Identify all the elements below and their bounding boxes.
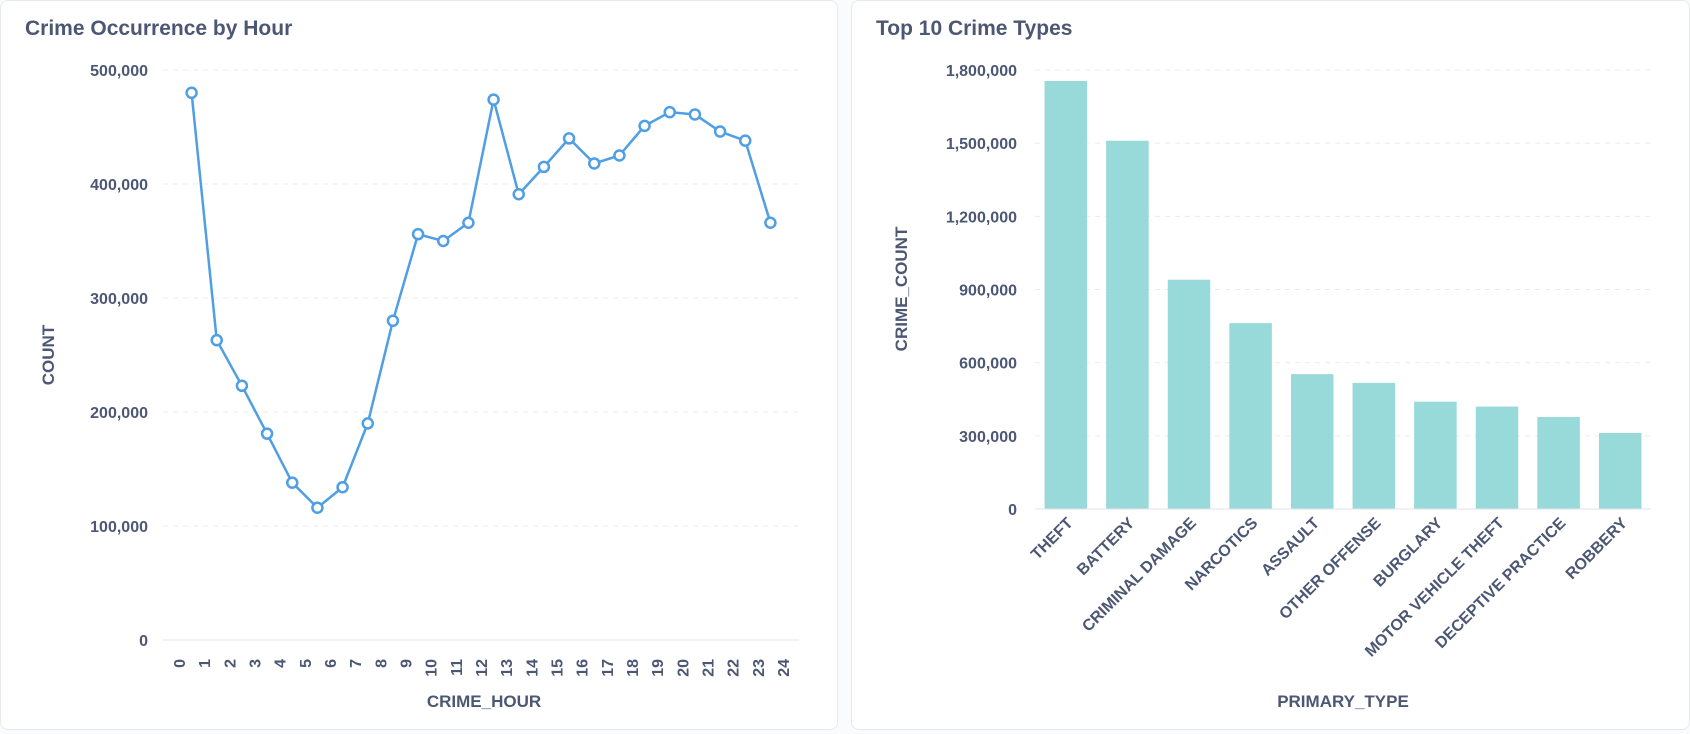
x-tick-label: 8	[373, 659, 390, 668]
data-point[interactable]	[739, 134, 752, 147]
data-point[interactable]	[613, 149, 626, 162]
data-point[interactable]	[764, 216, 777, 230]
y-tick-label: 900,000	[959, 283, 1017, 300]
bar-chart: 0 300,000 600,000 900,000 1,200,000 1,500,000…	[892, 63, 1651, 711]
data-point[interactable]	[185, 86, 198, 100]
x-tick-label: 2	[222, 659, 239, 668]
x-tick-label: 10	[424, 659, 441, 677]
bar[interactable]	[1537, 417, 1580, 509]
y-tick-label: 1,500,000	[946, 136, 1017, 153]
x-tick-label: ROBBERY	[1563, 515, 1631, 583]
data-point[interactable]	[462, 216, 475, 230]
data-point[interactable]	[286, 476, 299, 489]
data-point[interactable]	[411, 227, 425, 241]
data-point[interactable]	[210, 333, 223, 347]
bar[interactable]	[1352, 382, 1396, 509]
x-tick-label: 16	[575, 659, 592, 677]
x-tick-label: 0	[172, 659, 189, 668]
x-tick-label: 1	[197, 659, 214, 668]
data-point[interactable]	[311, 501, 324, 515]
bar[interactable]	[1229, 323, 1272, 509]
y-tick-label: 200,000	[90, 405, 148, 422]
x-tick-label: 17	[600, 659, 617, 677]
y-tick-label: 1,200,000	[946, 209, 1017, 226]
bar[interactable]	[1106, 140, 1149, 509]
y-tick-label: 0	[1008, 502, 1017, 519]
x-tick-label: 12	[474, 659, 491, 677]
line-chart-card: Crime Occurrence by Hour 0 100,000 200,000…	[0, 0, 838, 730]
y-tick-label: 1,800,000	[946, 63, 1017, 80]
x-tick-label: BATTERY	[1074, 515, 1138, 579]
x-tick-label: ASSAULT	[1258, 515, 1323, 580]
y-tick-label: 300,000	[959, 429, 1017, 446]
data-point[interactable]	[537, 160, 551, 174]
data-point[interactable]	[688, 108, 702, 121]
y-tick-label: 100,000	[90, 519, 148, 536]
data-point[interactable]	[361, 417, 374, 430]
y-axis-title: CRIME_COUNT	[892, 226, 911, 351]
x-tick-label: 19	[650, 659, 667, 677]
data-point[interactable]	[588, 157, 601, 170]
x-tick-label: 20	[675, 659, 692, 677]
bar[interactable]	[1044, 80, 1088, 509]
bar[interactable]	[1414, 401, 1457, 509]
x-tick-label: 21	[701, 659, 718, 677]
x-tick-label: 13	[499, 659, 516, 677]
bar[interactable]	[1598, 432, 1642, 509]
chart-title[interactable]: Crime Occurrence by Hour	[25, 17, 293, 40]
y-tick-label: 500,000	[90, 63, 148, 80]
x-axis-title: PRIMARY_TYPE	[1277, 692, 1409, 711]
y-tick-label: 0	[139, 633, 148, 650]
chart-title[interactable]: Top 10 Crime Types	[876, 17, 1073, 40]
bar[interactable]	[1290, 374, 1334, 509]
x-tick-label: DECEPTIVE PRACTICE	[1432, 515, 1569, 652]
x-tick-label: OTHER OFFENSE	[1276, 515, 1384, 623]
x-tick-label: 5	[298, 659, 315, 668]
x-tick-label: CRIMINAL DAMAGE	[1079, 515, 1200, 636]
y-tick-label: 300,000	[90, 291, 148, 308]
data-point[interactable]	[437, 234, 450, 248]
data-point[interactable]	[235, 379, 249, 393]
x-tick-label: 9	[399, 659, 416, 668]
data-point[interactable]	[638, 119, 651, 133]
series-line	[190, 92, 772, 510]
x-tick-label: 7	[348, 659, 365, 668]
x-tick-label: 22	[726, 659, 743, 677]
x-tick-label: 11	[449, 659, 466, 676]
y-tick-label: 600,000	[959, 356, 1017, 373]
x-axis-title: CRIME_HOUR	[427, 692, 541, 711]
bar-chart-card: Top 10 Crime Types 0 300,000 600,000 900,00…	[851, 0, 1690, 730]
bar[interactable]	[1475, 406, 1519, 509]
x-tick-label: 23	[751, 659, 768, 677]
data-point[interactable]	[713, 125, 727, 138]
data-point[interactable]	[386, 314, 400, 328]
x-tick-label: 24	[776, 659, 793, 677]
y-axis-title: COUNT	[39, 324, 58, 385]
data-point[interactable]	[663, 105, 676, 119]
y-tick-label: 400,000	[90, 177, 148, 194]
data-point[interactable]	[260, 427, 274, 440]
x-tick-label: 15	[550, 659, 567, 677]
data-point[interactable]	[562, 132, 576, 145]
x-tick-label: 18	[625, 659, 642, 677]
bar[interactable]	[1167, 279, 1211, 509]
x-tick-label: 3	[248, 659, 265, 668]
x-tick-label: THEFT	[1028, 515, 1077, 564]
x-tick-label: 4	[273, 659, 290, 668]
x-tick-label: 14	[524, 659, 541, 677]
data-point[interactable]	[512, 188, 525, 201]
x-tick-label: 6	[323, 659, 340, 668]
data-point[interactable]	[487, 93, 500, 106]
data-point[interactable]	[336, 480, 349, 494]
